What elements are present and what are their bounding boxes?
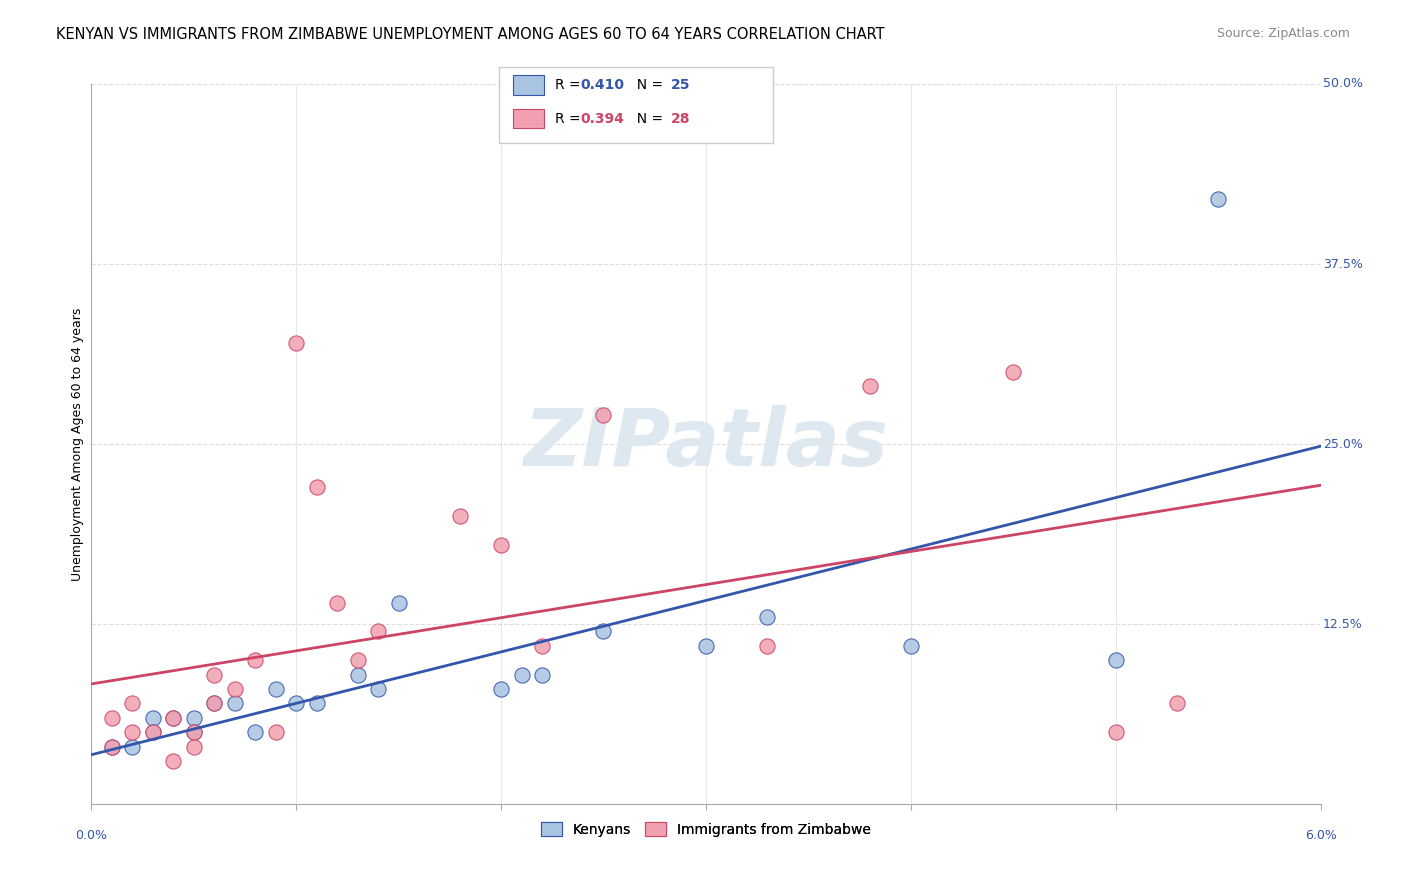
Point xyxy=(121,739,143,754)
Point xyxy=(305,697,328,711)
Point xyxy=(756,639,779,653)
Point xyxy=(100,739,122,754)
Point xyxy=(592,624,614,639)
Text: 25.0%: 25.0% xyxy=(1323,438,1362,450)
Text: N =: N = xyxy=(628,78,668,92)
Text: KENYAN VS IMMIGRANTS FROM ZIMBABWE UNEMPLOYMENT AMONG AGES 60 TO 64 YEARS CORREL: KENYAN VS IMMIGRANTS FROM ZIMBABWE UNEMP… xyxy=(56,27,884,42)
Point xyxy=(243,725,266,739)
Legend: Kenyans, Immigrants from Zimbabwe: Kenyans, Immigrants from Zimbabwe xyxy=(530,811,882,847)
Point xyxy=(183,725,205,739)
Point xyxy=(449,509,471,524)
Point xyxy=(183,725,205,739)
Point xyxy=(326,596,349,610)
Point xyxy=(183,711,205,725)
Point xyxy=(1166,697,1188,711)
Text: ZIPatlas: ZIPatlas xyxy=(523,405,889,483)
Y-axis label: Unemployment Among Ages 60 to 64 years: Unemployment Among Ages 60 to 64 years xyxy=(72,308,84,581)
Point xyxy=(202,697,225,711)
Point xyxy=(367,624,389,639)
Point xyxy=(1105,725,1128,739)
Point xyxy=(162,754,184,768)
Point xyxy=(100,739,122,754)
Point xyxy=(162,711,184,725)
Text: R =: R = xyxy=(555,78,585,92)
Point xyxy=(510,667,533,681)
Point xyxy=(285,697,308,711)
Point xyxy=(202,667,225,681)
Text: Source: ZipAtlas.com: Source: ZipAtlas.com xyxy=(1216,27,1350,40)
Text: 37.5%: 37.5% xyxy=(1323,258,1362,270)
Text: 25: 25 xyxy=(671,78,690,92)
Point xyxy=(367,681,389,696)
Point xyxy=(859,379,882,393)
Point xyxy=(1002,365,1025,379)
Text: 50.0%: 50.0% xyxy=(1323,78,1364,90)
Text: 0.394: 0.394 xyxy=(581,112,624,126)
Point xyxy=(530,667,553,681)
Point xyxy=(346,653,368,667)
Point xyxy=(592,409,614,423)
Point xyxy=(243,653,266,667)
Text: 28: 28 xyxy=(671,112,690,126)
Point xyxy=(183,739,205,754)
Point xyxy=(305,480,328,494)
Point xyxy=(224,681,246,696)
Point xyxy=(121,725,143,739)
Point xyxy=(162,711,184,725)
Point xyxy=(530,639,553,653)
Point xyxy=(489,538,512,552)
Point xyxy=(142,725,165,739)
Text: 6.0%: 6.0% xyxy=(1305,830,1337,842)
Point xyxy=(695,639,717,653)
Point xyxy=(142,711,165,725)
Text: 0.0%: 0.0% xyxy=(75,830,107,842)
Point xyxy=(1206,192,1229,206)
Text: R =: R = xyxy=(555,112,585,126)
Point xyxy=(346,667,368,681)
Point xyxy=(264,681,287,696)
Point xyxy=(264,725,287,739)
Point xyxy=(756,610,779,624)
Point xyxy=(1105,653,1128,667)
Point xyxy=(900,639,922,653)
Point xyxy=(224,697,246,711)
Point xyxy=(121,697,143,711)
Point xyxy=(489,681,512,696)
Point xyxy=(142,725,165,739)
Point xyxy=(285,336,308,351)
Text: N =: N = xyxy=(628,112,668,126)
Point xyxy=(100,711,122,725)
Point xyxy=(202,697,225,711)
Text: 0.410: 0.410 xyxy=(581,78,624,92)
Text: 12.5%: 12.5% xyxy=(1323,617,1362,631)
Point xyxy=(387,596,409,610)
